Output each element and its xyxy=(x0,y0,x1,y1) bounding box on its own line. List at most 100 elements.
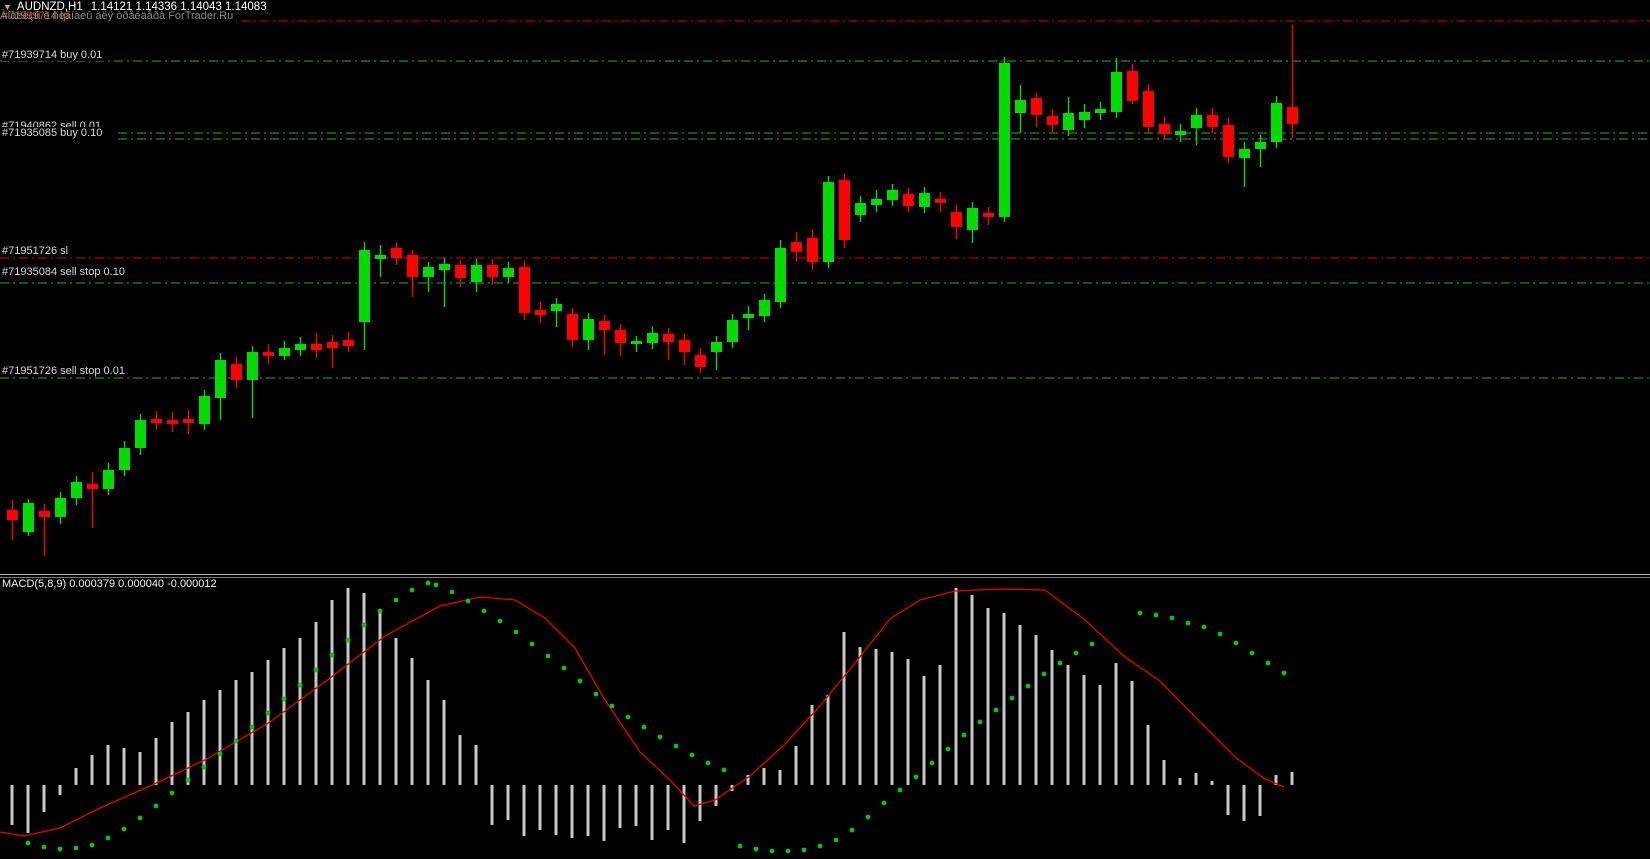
candle-body xyxy=(759,300,770,316)
macd-dot xyxy=(233,738,239,744)
macd-dot xyxy=(297,682,303,688)
candle-body xyxy=(183,419,194,423)
macd-dot xyxy=(73,845,79,851)
candle-body xyxy=(1271,103,1282,142)
macd-dot xyxy=(449,589,455,595)
macd-dot xyxy=(625,714,631,720)
macd-bar xyxy=(762,768,766,785)
macd-bar xyxy=(58,785,62,795)
candle-body xyxy=(263,352,274,356)
candle-body xyxy=(1063,113,1074,130)
candle-body xyxy=(375,255,386,259)
macd-bar xyxy=(26,785,30,833)
macd-bar xyxy=(634,785,638,826)
macd-bar xyxy=(1146,725,1150,785)
macd-bar xyxy=(458,735,462,785)
macd-bar xyxy=(282,648,286,785)
macd-bar xyxy=(794,746,798,785)
macd-bar xyxy=(714,785,718,806)
macd-dot xyxy=(945,746,951,752)
macd-dot xyxy=(929,760,935,766)
macd-bar xyxy=(1130,681,1134,785)
macd-dot xyxy=(169,790,175,796)
macd-dot xyxy=(329,652,335,658)
macd-dot xyxy=(361,622,367,628)
macd-dot xyxy=(465,598,471,604)
macd-bar xyxy=(90,755,94,785)
macd-bar xyxy=(842,632,846,785)
candle-body xyxy=(1175,131,1186,135)
macd-dot xyxy=(705,760,711,766)
macd-dot xyxy=(657,734,663,740)
macd-bar xyxy=(330,600,334,785)
macd-bar xyxy=(1050,650,1054,785)
macd-dot xyxy=(313,667,319,673)
macd-dot xyxy=(1089,641,1095,647)
candles-group xyxy=(7,25,1298,556)
candle-body xyxy=(599,321,610,330)
candle-body xyxy=(647,333,658,343)
macd-dot xyxy=(137,815,143,821)
macd-bar xyxy=(538,785,542,830)
macd-bar xyxy=(570,785,574,838)
candle-body xyxy=(535,310,546,315)
macd-dot xyxy=(721,767,727,773)
candle-body xyxy=(519,267,530,313)
candle-body xyxy=(631,341,642,344)
candle-body xyxy=(615,330,626,343)
macd-dot xyxy=(41,844,47,850)
panel-separator[interactable] xyxy=(0,574,1650,575)
macd-bar xyxy=(122,748,126,785)
candle-body xyxy=(327,342,338,348)
candle-body xyxy=(279,348,290,356)
candle-body xyxy=(167,420,178,424)
macd-dot xyxy=(769,848,775,854)
macd-dot xyxy=(609,703,615,709)
macd-bar xyxy=(778,770,782,785)
candle-body xyxy=(503,268,514,277)
order-label-buy-010: #71935085 buy 0.10 xyxy=(2,127,106,139)
candle-body xyxy=(391,248,402,258)
order-label-sl: #71951726 sl xyxy=(2,245,72,257)
panel-separator-shadow xyxy=(0,577,1650,578)
order-lines xyxy=(0,20,1650,379)
candle-body xyxy=(1111,72,1122,112)
candle-body xyxy=(439,264,450,270)
macd-bar xyxy=(618,785,622,828)
macd-bar xyxy=(426,680,430,785)
candle-body xyxy=(791,242,802,252)
symbol-marker-icon: ▼ xyxy=(3,2,12,12)
candle-body xyxy=(1095,109,1106,113)
macd-bar xyxy=(1082,675,1086,785)
candle-body xyxy=(919,193,930,207)
candle-body xyxy=(135,420,146,448)
macd-bar xyxy=(218,690,222,785)
candle-body xyxy=(551,304,562,311)
macd-dot xyxy=(481,608,487,614)
macd-bar xyxy=(170,722,174,785)
macd-dot xyxy=(817,843,823,849)
macd-bar xyxy=(522,785,526,836)
candle-body xyxy=(39,511,50,517)
candle-body xyxy=(87,484,98,489)
macd-bar xyxy=(42,785,46,812)
macd-dot xyxy=(1073,650,1079,656)
macd-bar xyxy=(874,649,878,785)
candle-body xyxy=(487,265,498,277)
macd-bar xyxy=(1242,785,1246,821)
macd-bar xyxy=(186,712,190,785)
macd-dot xyxy=(737,843,743,849)
candle-body xyxy=(311,344,322,350)
macd-bar xyxy=(890,652,894,785)
candle-body xyxy=(7,510,18,520)
macd-bar xyxy=(1018,625,1022,785)
macd-bar xyxy=(378,610,382,785)
macd-dot xyxy=(25,840,31,846)
macd-dot xyxy=(897,787,903,793)
macd-bar xyxy=(586,785,590,836)
macd-dot xyxy=(1025,683,1031,689)
candle-body xyxy=(1255,142,1266,149)
watermark-text: Àíàëèçû è ñèãíàëû äëÿ òðåéäåðà ForTrader… xyxy=(0,10,234,22)
